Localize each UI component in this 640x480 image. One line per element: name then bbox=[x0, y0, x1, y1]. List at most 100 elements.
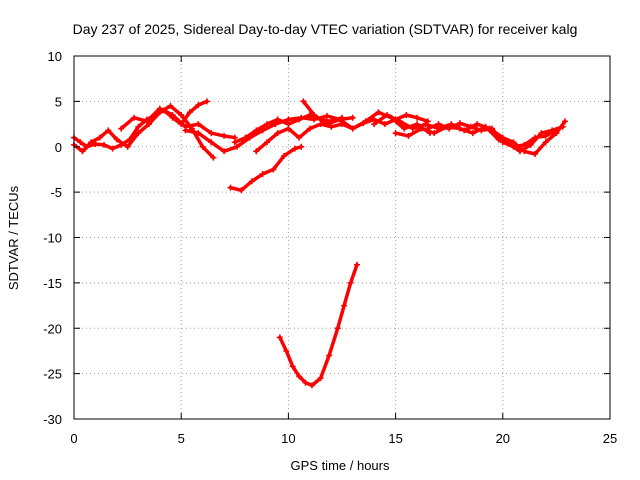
data-point bbox=[248, 178, 255, 185]
data-point bbox=[414, 114, 421, 121]
data-point bbox=[169, 111, 176, 118]
y-tick-label: -10 bbox=[43, 231, 62, 246]
data-point bbox=[135, 123, 142, 130]
data-point bbox=[431, 130, 438, 137]
data-point bbox=[446, 125, 453, 132]
data-point bbox=[118, 125, 125, 132]
data-point bbox=[401, 125, 408, 132]
data-point bbox=[233, 143, 240, 150]
data-point bbox=[349, 114, 356, 121]
data-point bbox=[208, 130, 215, 137]
data-point bbox=[283, 347, 290, 354]
data-point bbox=[195, 102, 202, 109]
data-point bbox=[195, 121, 202, 128]
x-tick-label: 5 bbox=[178, 431, 185, 446]
data-point bbox=[317, 375, 324, 382]
data-point bbox=[478, 127, 485, 134]
data-point bbox=[409, 125, 416, 132]
data-point bbox=[308, 382, 315, 389]
data-point bbox=[531, 151, 538, 158]
y-tick-label: 10 bbox=[48, 49, 62, 64]
data-point bbox=[424, 125, 431, 132]
data-point bbox=[381, 121, 388, 128]
y-tick-label: 5 bbox=[55, 94, 62, 109]
data-point bbox=[553, 127, 560, 134]
x-tick-label: 0 bbox=[70, 431, 77, 446]
grid-lines bbox=[74, 56, 610, 419]
data-point bbox=[396, 118, 403, 125]
data-point bbox=[92, 141, 99, 148]
data-point bbox=[435, 121, 442, 128]
data-point bbox=[253, 127, 260, 134]
data-point bbox=[135, 130, 142, 137]
data-point bbox=[203, 98, 210, 105]
data-point bbox=[456, 120, 463, 127]
y-tick-label: -20 bbox=[43, 321, 62, 336]
data-point bbox=[79, 148, 86, 155]
series-line-sat-l bbox=[278, 262, 359, 388]
data-point bbox=[131, 114, 138, 121]
data-point bbox=[467, 123, 474, 130]
x-tick-label: 25 bbox=[603, 431, 617, 446]
series-line-sat-c bbox=[119, 106, 237, 140]
data-point bbox=[317, 121, 324, 128]
data-point bbox=[263, 139, 270, 146]
data-point bbox=[531, 134, 538, 141]
data-point bbox=[362, 118, 369, 125]
data-point bbox=[405, 132, 412, 139]
data-point bbox=[270, 166, 277, 173]
data-point bbox=[77, 139, 84, 146]
data-point bbox=[474, 121, 481, 128]
data-point bbox=[186, 109, 193, 116]
data-point bbox=[238, 187, 245, 194]
data-point bbox=[326, 352, 333, 359]
data-point bbox=[143, 118, 150, 125]
data-point bbox=[323, 121, 330, 128]
data-point bbox=[178, 111, 185, 118]
data-point bbox=[375, 109, 382, 116]
data-point bbox=[221, 132, 228, 139]
data-point bbox=[105, 127, 112, 134]
data-point bbox=[298, 143, 305, 150]
data-point bbox=[542, 132, 549, 139]
x-axis-label: GPS time / hours bbox=[291, 458, 390, 473]
data-point bbox=[392, 130, 399, 137]
data-point bbox=[347, 279, 354, 286]
data-point bbox=[263, 121, 270, 128]
data-point bbox=[418, 125, 425, 132]
data-point bbox=[559, 123, 566, 130]
data-point bbox=[300, 98, 307, 105]
data-point bbox=[469, 130, 476, 137]
data-point bbox=[274, 116, 281, 123]
data-point bbox=[276, 334, 283, 341]
data-point bbox=[167, 102, 174, 109]
y-tick-label: -30 bbox=[43, 412, 62, 427]
data-point bbox=[195, 130, 202, 137]
data-point bbox=[516, 148, 523, 155]
data-point bbox=[113, 136, 120, 143]
data-point bbox=[96, 134, 103, 141]
x-tick-label: 20 bbox=[496, 431, 510, 446]
data-point bbox=[456, 125, 463, 132]
data-point bbox=[354, 261, 361, 268]
data-point bbox=[281, 152, 288, 159]
data-point bbox=[253, 148, 260, 155]
data-point bbox=[323, 112, 330, 119]
data-point bbox=[561, 118, 568, 125]
y-tick-label: -25 bbox=[43, 367, 62, 382]
data-point bbox=[242, 134, 249, 141]
data-point bbox=[274, 130, 281, 137]
chart-title: Day 237 of 2025, Sidereal Day-to-day VTE… bbox=[73, 21, 578, 37]
data-point bbox=[489, 125, 496, 132]
data-point bbox=[371, 121, 378, 128]
data-point bbox=[199, 143, 206, 150]
data-point bbox=[291, 145, 298, 152]
data-point bbox=[527, 141, 534, 148]
data-point bbox=[156, 105, 163, 112]
data-point bbox=[328, 123, 335, 130]
data-point bbox=[231, 139, 238, 146]
data-point bbox=[259, 170, 266, 177]
data-point bbox=[221, 148, 228, 155]
data-point bbox=[336, 116, 343, 123]
